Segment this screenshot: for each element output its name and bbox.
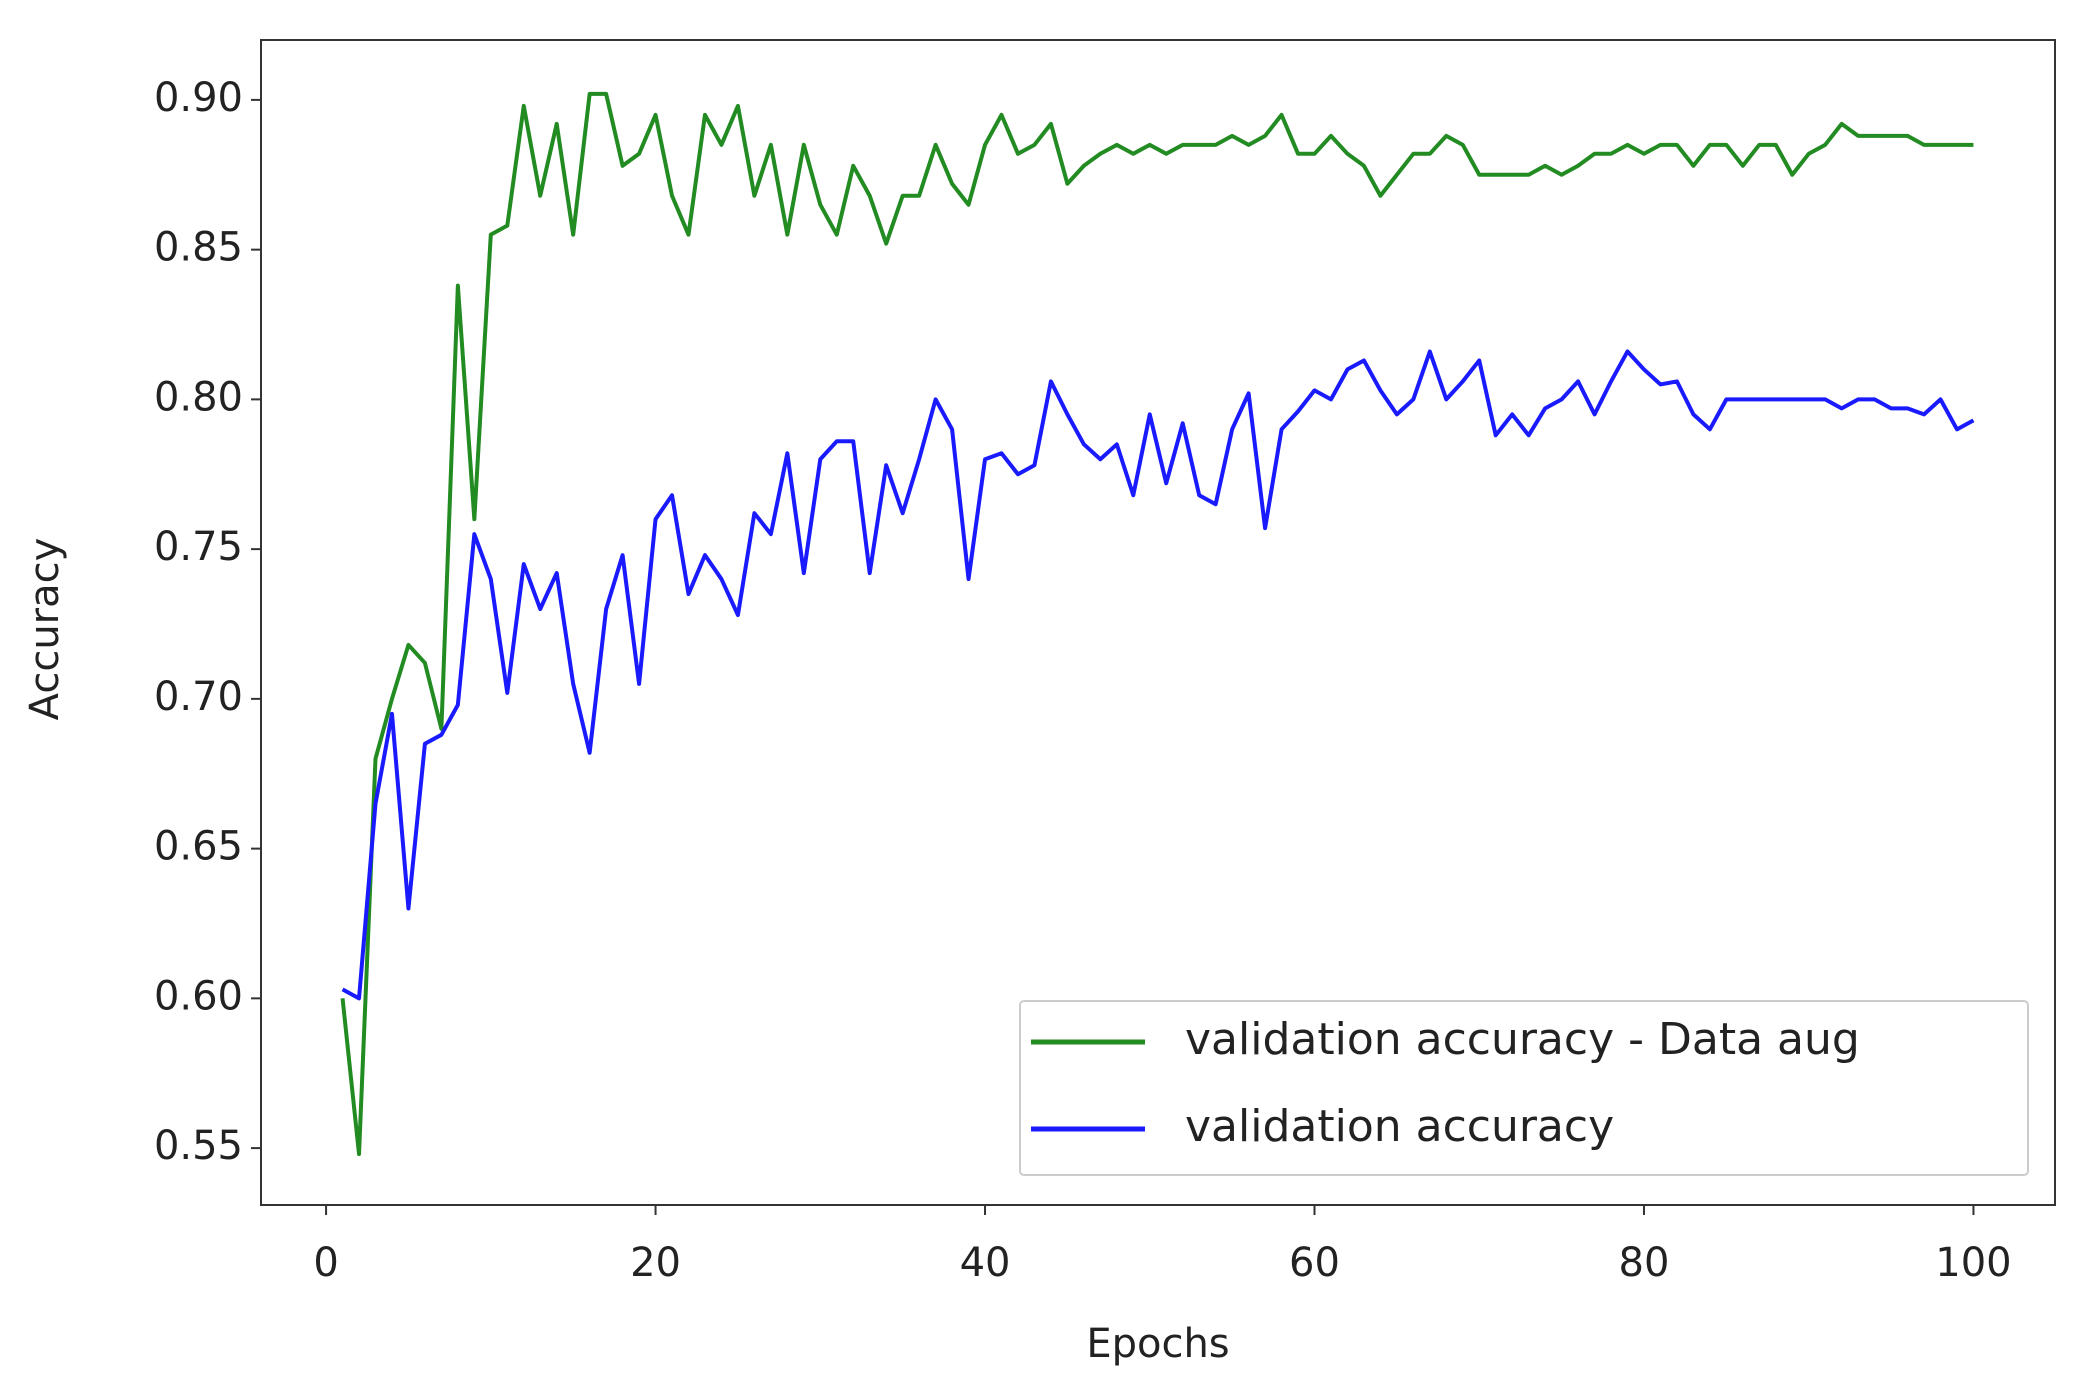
x-tick-label: 100	[1935, 1240, 2011, 1286]
y-tick-label: 0.65	[154, 824, 243, 870]
y-tick-label: 0.60	[154, 973, 243, 1019]
x-axis-label: Epochs	[1086, 1321, 1229, 1367]
x-tick-label: 60	[1289, 1240, 1340, 1286]
plot-frame	[260, 39, 2056, 1206]
y-tick-label: 0.90	[154, 75, 243, 121]
y-tick-label: 0.75	[154, 524, 243, 570]
x-tick-label: 40	[960, 1240, 1011, 1286]
y-tick-label: 0.55	[154, 1123, 243, 1169]
series-line	[341, 349, 1975, 1001]
legend-box	[1019, 1000, 2029, 1176]
x-tick-label: 80	[1619, 1240, 1670, 1286]
x-tick-label: 20	[630, 1240, 681, 1286]
y-tick-label: 0.85	[154, 225, 243, 271]
legend-label: validation accuracy - Data aug	[1185, 1014, 1860, 1065]
y-axis-label: Accuracy	[22, 538, 68, 721]
legend-label: validation accuracy	[1185, 1101, 1614, 1152]
series-line	[340, 91, 1974, 1157]
x-tick-label: 0	[313, 1240, 338, 1286]
y-tick-label: 0.80	[154, 374, 243, 420]
y-tick-label: 0.70	[154, 674, 243, 720]
